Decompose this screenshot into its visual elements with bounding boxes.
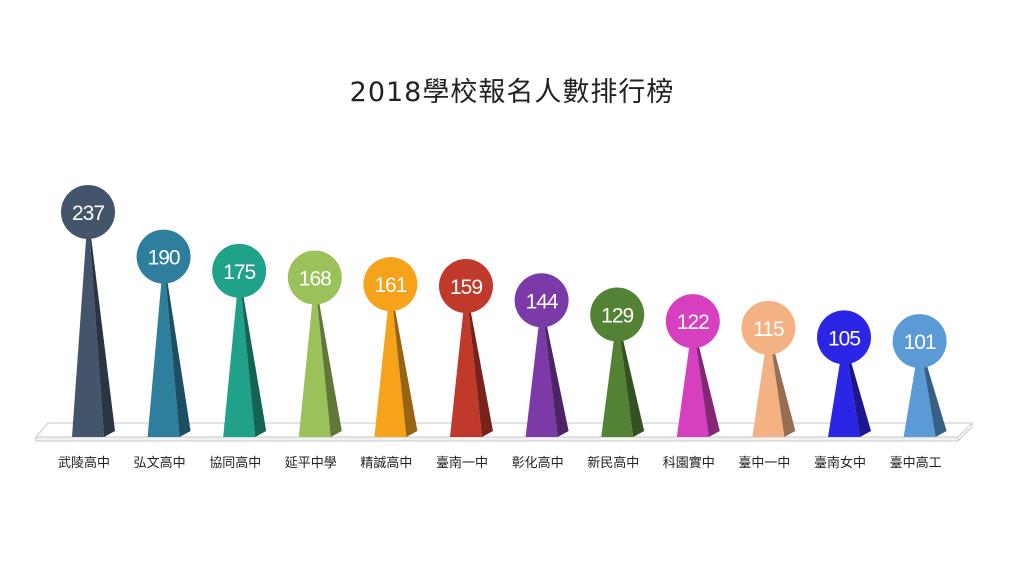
bar-pyramid-front bbox=[752, 327, 785, 437]
category-label: 新民高中 bbox=[587, 455, 639, 471]
category-label: 科園實中 bbox=[663, 455, 715, 471]
bar-value-bubble bbox=[61, 185, 115, 239]
bar-value-bubble bbox=[212, 243, 267, 298]
bar-pyramid-front bbox=[828, 337, 860, 437]
data-label: 168 bbox=[299, 268, 331, 291]
category-label: 精誠高中 bbox=[360, 455, 412, 471]
bar-value-bubble bbox=[892, 314, 947, 369]
bar-pyramid-side bbox=[239, 270, 267, 437]
bar-pyramid-side bbox=[541, 300, 569, 437]
bar-pyramid-front bbox=[525, 300, 558, 437]
data-label: 101 bbox=[904, 331, 936, 354]
bar-value-bubble bbox=[817, 310, 871, 365]
bar-pyramid-side bbox=[466, 286, 493, 437]
bar-value-bubble bbox=[741, 300, 796, 355]
bar-value-bubble bbox=[665, 294, 720, 349]
bar-pyramid-side bbox=[617, 314, 645, 437]
chart-title: 2018學校報名人數排行榜 bbox=[349, 77, 675, 108]
bar-value-bubble bbox=[439, 259, 493, 314]
bar-pyramid-side bbox=[88, 212, 115, 437]
data-label: 159 bbox=[450, 276, 482, 299]
category-label: 彰化高中 bbox=[512, 455, 564, 471]
bar-pyramid-side bbox=[692, 321, 720, 437]
bar-value-bubble bbox=[287, 250, 342, 305]
category-label: 武陵高中 bbox=[58, 455, 110, 471]
bar-pyramid-front bbox=[298, 277, 331, 437]
data-label: 190 bbox=[148, 247, 180, 270]
bar-pyramid-side bbox=[390, 284, 418, 437]
chart-floor-side bbox=[957, 426, 973, 442]
data-label: 115 bbox=[753, 318, 784, 341]
data-label: 161 bbox=[374, 274, 406, 297]
bar-pyramid-side bbox=[163, 256, 191, 437]
bar-value-bubble bbox=[514, 273, 569, 328]
bar-pyramid-side bbox=[768, 327, 796, 437]
bars-group: 237 武陵高中 190 弘文高中 175 協同高中 168 延平中學 161 精誠高中 159 臺南… bbox=[58, 185, 947, 471]
bar-pyramid-front bbox=[223, 270, 256, 437]
bar-value-bubble bbox=[590, 287, 645, 342]
bar-value-bubble bbox=[136, 229, 191, 284]
bar-pyramid-front bbox=[903, 341, 936, 437]
bar-pyramid-front bbox=[601, 314, 634, 437]
category-label: 協同高中 bbox=[209, 455, 261, 471]
chart-floor-front bbox=[35, 436, 959, 442]
data-label: 175 bbox=[223, 261, 255, 284]
data-label: 105 bbox=[828, 327, 860, 350]
bar-pyramid-front bbox=[147, 256, 180, 437]
category-label: 弘文高中 bbox=[134, 455, 186, 471]
category-label: 延平中學 bbox=[285, 456, 337, 471]
category-label: 臺中高工 bbox=[890, 455, 942, 471]
bar-pyramid-side bbox=[314, 277, 342, 437]
data-label: 237 bbox=[72, 202, 104, 225]
data-label: 129 bbox=[601, 305, 633, 328]
bar-pyramid-front bbox=[450, 286, 482, 437]
category-label: 臺南一中 bbox=[436, 455, 488, 471]
bar-pyramid-front bbox=[374, 284, 407, 437]
category-label: 臺中一中 bbox=[738, 456, 790, 471]
bar-pyramid-front bbox=[72, 212, 104, 437]
bar-value-bubble bbox=[363, 257, 418, 312]
bar-pyramid-front bbox=[676, 321, 709, 437]
data-label: 144 bbox=[526, 290, 559, 313]
category-label: 臺南女中 bbox=[814, 455, 866, 471]
data-label: 122 bbox=[677, 311, 709, 334]
